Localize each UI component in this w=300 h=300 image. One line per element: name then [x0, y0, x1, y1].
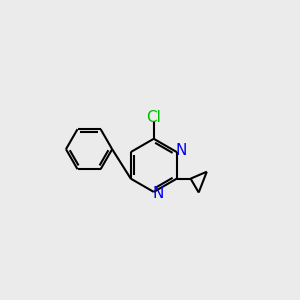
Text: N: N — [152, 186, 164, 201]
Text: Cl: Cl — [146, 110, 161, 125]
Text: N: N — [175, 143, 187, 158]
